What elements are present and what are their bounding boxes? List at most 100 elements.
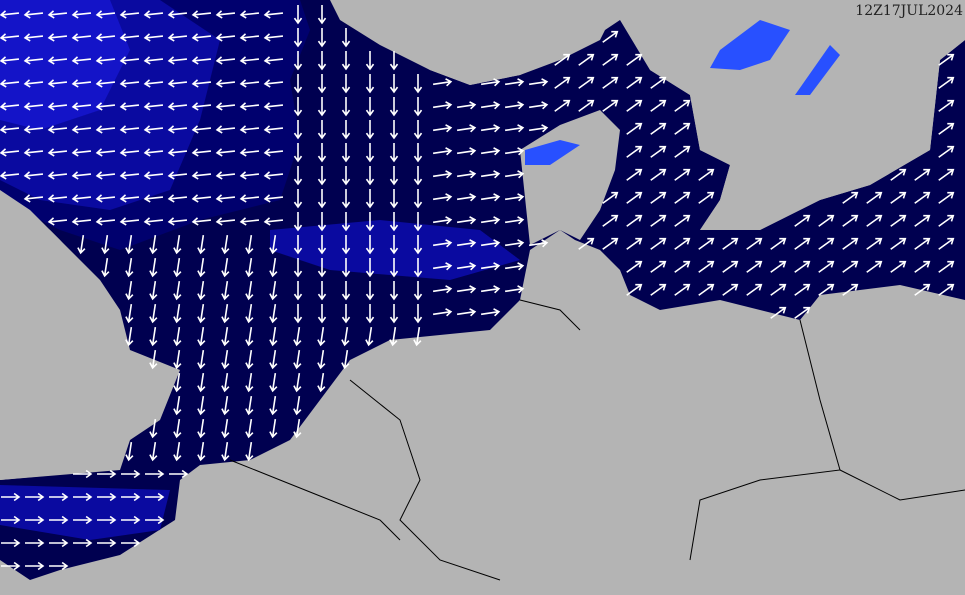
arrow-icon	[389, 281, 399, 301]
arrow-icon	[938, 260, 955, 273]
arrow-icon	[49, 561, 69, 571]
arrow-icon	[47, 56, 68, 65]
arrow-icon	[365, 143, 375, 163]
arrow-icon	[239, 125, 260, 134]
arrow-icon	[145, 515, 165, 525]
arrow-icon	[480, 147, 501, 156]
arrow-icon	[119, 194, 140, 203]
lake-vattern	[795, 45, 840, 95]
arrow-icon	[341, 304, 351, 324]
arrow-icon	[480, 216, 501, 225]
arrow-icon	[413, 97, 423, 117]
arrow-icon	[167, 148, 188, 157]
arrow-icon	[71, 171, 92, 180]
arrow-icon	[317, 372, 326, 393]
arrow-icon	[293, 74, 303, 94]
arrow-icon	[125, 234, 134, 255]
arrow-icon	[119, 102, 140, 111]
arrow-icon	[101, 257, 110, 278]
arrow-icon	[674, 283, 691, 296]
arrow-icon	[456, 124, 477, 133]
country-borders	[229, 299, 965, 581]
arrow-icon	[197, 234, 206, 255]
arrow-icon	[794, 306, 811, 319]
arrow-icon	[650, 76, 667, 89]
arrow-icon	[842, 283, 859, 296]
arrow-icon	[722, 237, 739, 250]
arrow-icon	[269, 326, 278, 347]
arrow-icon	[149, 280, 158, 301]
arrow-icon	[317, 97, 327, 117]
arrow-icon	[143, 171, 164, 180]
arrow-icon	[95, 56, 116, 65]
arrow-icon	[866, 191, 883, 204]
arrow-icon	[626, 122, 643, 135]
arrow-icon	[25, 492, 45, 502]
arrow-icon	[413, 166, 423, 186]
arrow-icon	[215, 10, 236, 19]
arrow-icon	[914, 237, 931, 250]
arrow-icon	[167, 56, 188, 65]
arrow-icon	[938, 168, 955, 181]
arrow-icon	[432, 124, 453, 133]
arrow-icon	[890, 168, 907, 181]
arrow-icon	[125, 326, 134, 347]
arrow-icon	[456, 239, 477, 248]
arrow-icon	[746, 283, 763, 296]
arrow-icon	[504, 78, 525, 87]
arrow-icon	[794, 283, 811, 296]
arrow-icon	[119, 56, 140, 65]
arrow-icon	[317, 143, 327, 163]
arrow-icon	[215, 217, 236, 226]
arrow-icon	[239, 79, 260, 88]
arrow-icon	[167, 102, 188, 111]
arrow-icon	[389, 189, 399, 209]
arrow-icon	[221, 441, 230, 462]
arrow-icon	[191, 10, 212, 19]
arrow-icon	[191, 33, 212, 42]
arrow-icon	[121, 469, 141, 479]
arrow-icon	[269, 349, 278, 370]
arrow-icon	[626, 168, 643, 181]
arrow-icon	[73, 469, 93, 479]
arrow-icon	[101, 234, 110, 255]
arrow-icon	[23, 102, 44, 111]
arrow-icon	[269, 234, 278, 255]
arrow-icon	[23, 10, 44, 19]
arrow-icon	[245, 257, 254, 278]
arrow-icon	[432, 308, 453, 317]
arrow-icon	[221, 303, 230, 324]
arrow-icon	[269, 303, 278, 324]
arrow-icon	[890, 237, 907, 250]
arrow-icon	[215, 171, 236, 180]
arrow-icon	[167, 33, 188, 42]
arrow-icon	[239, 194, 260, 203]
arrow-icon	[818, 237, 835, 250]
arrow-icon	[293, 349, 302, 370]
arrow-icon	[341, 281, 351, 301]
arrow-icon	[197, 418, 206, 439]
arrow-icon	[143, 148, 164, 157]
arrow-icon	[71, 10, 92, 19]
arrow-icon	[389, 51, 399, 71]
arrow-icon	[293, 97, 303, 117]
arrow-icon	[263, 56, 284, 65]
arrow-icon	[602, 30, 619, 43]
arrow-icon	[842, 260, 859, 273]
arrow-icon	[456, 193, 477, 202]
arrow-icon	[938, 122, 955, 135]
arrow-icon	[938, 283, 955, 296]
arrow-icon	[746, 260, 763, 273]
arrow-icon	[245, 349, 254, 370]
arrow-icon	[221, 418, 230, 439]
arrow-icon	[143, 217, 164, 226]
arrow-icon	[389, 166, 399, 186]
arrow-icon	[626, 99, 643, 112]
arrow-icon	[293, 372, 302, 393]
arrow-icon	[528, 101, 549, 110]
arrow-icon	[71, 148, 92, 157]
arrow-icon	[504, 216, 525, 225]
ijsselmeer	[525, 140, 580, 165]
arrow-icon	[47, 148, 68, 157]
arrow-icon	[121, 515, 141, 525]
